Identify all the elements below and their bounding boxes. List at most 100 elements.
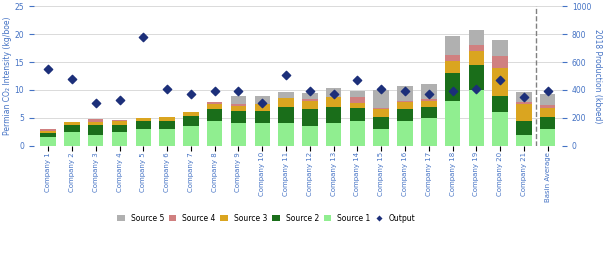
Output — [353, 78, 362, 82]
Bar — [255, 95, 270, 104]
Bar — [183, 112, 198, 116]
Bar — [445, 73, 460, 101]
Bar — [397, 102, 413, 109]
Bar — [373, 90, 389, 108]
Bar — [302, 126, 318, 146]
Bar — [207, 102, 223, 104]
Bar — [41, 133, 56, 137]
Bar — [183, 126, 198, 146]
Output — [495, 78, 505, 82]
Bar — [492, 112, 508, 146]
Bar — [88, 122, 103, 125]
Bar — [492, 56, 508, 68]
Output — [305, 89, 315, 94]
Bar — [64, 125, 80, 132]
Bar — [231, 106, 246, 111]
Bar — [469, 51, 484, 65]
Bar — [88, 134, 103, 146]
Bar — [350, 97, 365, 103]
Bar — [445, 61, 460, 73]
Bar — [255, 104, 270, 111]
Bar — [41, 137, 56, 146]
Output — [519, 95, 529, 99]
Bar — [421, 107, 437, 118]
Output — [471, 86, 481, 91]
Bar — [255, 111, 270, 123]
Bar — [540, 129, 555, 146]
Bar — [469, 45, 484, 51]
Bar — [302, 100, 318, 101]
Bar — [302, 93, 318, 100]
Bar — [421, 101, 437, 107]
Output — [91, 100, 100, 105]
Bar — [326, 123, 341, 146]
Output — [139, 35, 148, 39]
Bar — [159, 121, 175, 129]
Bar — [159, 117, 175, 121]
Bar — [350, 108, 365, 121]
Bar — [255, 123, 270, 146]
Bar — [278, 107, 294, 123]
Bar — [540, 105, 555, 108]
Bar — [64, 132, 80, 146]
Bar — [41, 129, 56, 131]
Bar — [231, 111, 246, 123]
Bar — [397, 86, 413, 101]
Output — [329, 92, 338, 96]
Bar — [492, 68, 508, 95]
Bar — [350, 91, 365, 97]
Bar — [469, 90, 484, 146]
Bar — [278, 98, 294, 107]
Bar — [112, 121, 127, 125]
Bar — [540, 94, 555, 105]
Output — [162, 86, 172, 91]
Output — [44, 67, 53, 71]
Bar — [207, 104, 223, 109]
Bar — [88, 125, 103, 134]
Bar — [326, 88, 341, 97]
Bar — [516, 92, 532, 102]
Bar — [397, 101, 413, 102]
Bar — [421, 100, 437, 101]
Bar — [112, 125, 127, 132]
Output — [258, 100, 267, 105]
Output — [210, 89, 220, 94]
Output — [186, 92, 196, 96]
Bar — [326, 97, 341, 107]
Bar — [397, 109, 413, 121]
Bar — [136, 118, 151, 121]
Bar — [112, 132, 127, 146]
Bar — [278, 92, 294, 98]
Bar — [350, 121, 365, 146]
Bar — [231, 123, 246, 146]
Bar — [469, 65, 484, 90]
Bar — [41, 131, 56, 133]
Bar — [326, 107, 341, 123]
Bar — [516, 121, 532, 134]
Output — [448, 89, 457, 94]
Bar — [373, 117, 389, 129]
Bar — [302, 109, 318, 126]
Bar — [469, 30, 484, 45]
Bar — [445, 101, 460, 146]
Bar — [373, 108, 389, 109]
Output — [424, 92, 434, 96]
Bar — [136, 129, 151, 146]
Bar — [421, 84, 437, 100]
Bar — [207, 109, 223, 121]
Bar — [302, 101, 318, 109]
Bar — [231, 95, 246, 104]
Y-axis label: 2018 Production (kboed): 2018 Production (kboed) — [594, 29, 602, 123]
Bar — [516, 104, 532, 121]
Legend: Source 5, Source 4, Source 3, Source 2, Source 1, Output: Source 5, Source 4, Source 3, Source 2, … — [114, 211, 419, 226]
Bar — [136, 121, 151, 129]
Bar — [373, 129, 389, 146]
Output — [281, 72, 291, 77]
Bar — [397, 121, 413, 146]
Bar — [492, 95, 508, 112]
Bar — [64, 122, 80, 125]
Bar — [421, 118, 437, 146]
Bar — [516, 102, 532, 104]
Y-axis label: Permian CO₂ Intensity (kg/boe): Permian CO₂ Intensity (kg/boe) — [3, 17, 11, 135]
Output — [400, 89, 410, 94]
